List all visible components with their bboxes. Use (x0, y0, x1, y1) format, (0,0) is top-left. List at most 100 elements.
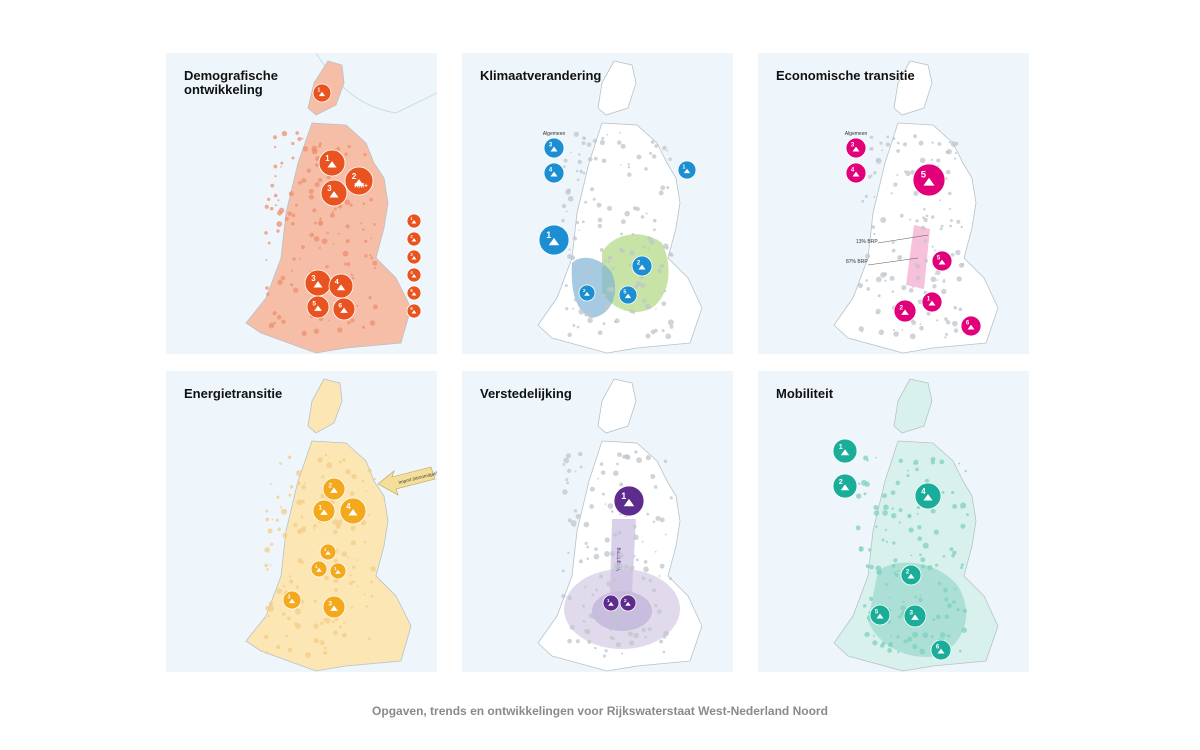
urban-dot (276, 588, 283, 595)
urban-dot (288, 575, 292, 578)
urban-dot (607, 503, 614, 509)
marker-glyph-icon (584, 291, 590, 296)
marker-glyph-icon (550, 146, 558, 152)
urban-dot (643, 566, 649, 573)
urban-dot (617, 140, 622, 145)
urban-dot (917, 241, 920, 244)
urban-dot (633, 534, 639, 541)
urban-dot (297, 482, 301, 486)
urban-dot (300, 515, 304, 519)
marker-glyph-icon (330, 605, 338, 611)
urban-dot (279, 462, 282, 465)
urban-dot (320, 493, 326, 499)
theme-marker: 2 (893, 299, 917, 323)
urban-dot (295, 131, 300, 135)
panel-title-line1: Demografische (184, 68, 278, 83)
urban-dot (334, 617, 339, 622)
urban-dot (910, 554, 913, 557)
urban-dot (909, 333, 916, 340)
urban-dot (948, 141, 951, 144)
urban-dot (329, 212, 335, 218)
urban-dot (881, 538, 885, 542)
urban-dot (865, 279, 868, 282)
urban-dot (872, 640, 878, 646)
urban-dot (349, 203, 353, 207)
urban-dot (567, 595, 573, 601)
urban-dot (277, 279, 283, 286)
urban-dot (363, 239, 368, 243)
urban-dot (923, 217, 928, 223)
urban-dot (892, 328, 895, 331)
urban-dot (893, 182, 898, 187)
urban-dot (336, 146, 341, 151)
urban-dot (944, 177, 948, 180)
urban-dot (919, 553, 922, 557)
urban-dot (883, 504, 889, 511)
urban-dot (868, 596, 874, 601)
urban-dot (950, 141, 957, 148)
panel-title: Mobiliteit (776, 386, 834, 401)
urban-dot (367, 637, 371, 641)
urban-dot (904, 170, 907, 173)
marker-glyph-icon (329, 191, 339, 198)
urban-dot (342, 458, 346, 462)
marker-number: 5 (937, 256, 941, 262)
theme-marker: 1 (318, 149, 346, 177)
urban-dot (631, 232, 635, 236)
theme-marker: 5 (869, 604, 891, 626)
urban-dot (897, 650, 900, 654)
urban-dot (921, 564, 926, 569)
marker-glyph-icon (340, 307, 348, 313)
urban-dot (666, 186, 670, 190)
urban-dot (620, 232, 623, 236)
urban-core (592, 591, 652, 631)
map-verstedelijking: Vergrijzing 1 1 2 (537, 378, 703, 672)
urban-dot (350, 606, 354, 609)
urban-dot (570, 255, 576, 261)
theme-marker: 3 (322, 595, 346, 619)
theme-marker: 6 (406, 303, 422, 319)
urban-dot (301, 484, 306, 490)
urban-dot (636, 154, 642, 160)
urban-dot (948, 207, 952, 210)
urban-dot (613, 611, 620, 618)
urban-dot (657, 268, 662, 273)
urban-dot (944, 336, 947, 339)
urban-dot (633, 632, 639, 639)
map-panel-demografie: 1 1 2 KM+ 3 3 4 5 6 1 2 3 4 5 6 Demografische ontwikke… (166, 53, 437, 354)
urban-dot (323, 650, 328, 655)
urban-dot (875, 276, 882, 283)
urban-dot (891, 240, 895, 244)
urban-dot (572, 236, 577, 241)
urban-dot (915, 275, 921, 281)
urban-dot (922, 542, 929, 549)
theme-marker: 5 (931, 250, 953, 272)
urban-dot (290, 269, 293, 272)
urban-dot (887, 648, 893, 653)
urban-dot (369, 254, 372, 257)
urban-dot (324, 575, 329, 581)
urban-dot (274, 175, 277, 178)
urban-dot (583, 521, 590, 528)
urban-dot (264, 547, 270, 553)
urban-pattern (857, 134, 966, 340)
theme-marker: 6 (930, 639, 952, 661)
urban-dot (567, 332, 572, 338)
marker-glyph-icon (288, 598, 296, 604)
urban-dot (578, 153, 581, 156)
urban-dot (949, 224, 953, 228)
urban-dot (624, 210, 630, 217)
urban-dot (664, 533, 667, 536)
marker-glyph-icon (625, 601, 631, 606)
urban-dot (350, 540, 356, 546)
marker-glyph-icon (840, 449, 850, 456)
marker-number: 2 (637, 261, 641, 267)
urban-dot (369, 197, 373, 202)
marker-number: 1 (315, 564, 318, 570)
urban-dot (613, 562, 620, 569)
urban-dot (264, 634, 269, 640)
urban-dot (318, 246, 322, 250)
urban-dot (645, 333, 651, 339)
urban-dot (658, 574, 661, 577)
urban-dot (356, 559, 359, 562)
